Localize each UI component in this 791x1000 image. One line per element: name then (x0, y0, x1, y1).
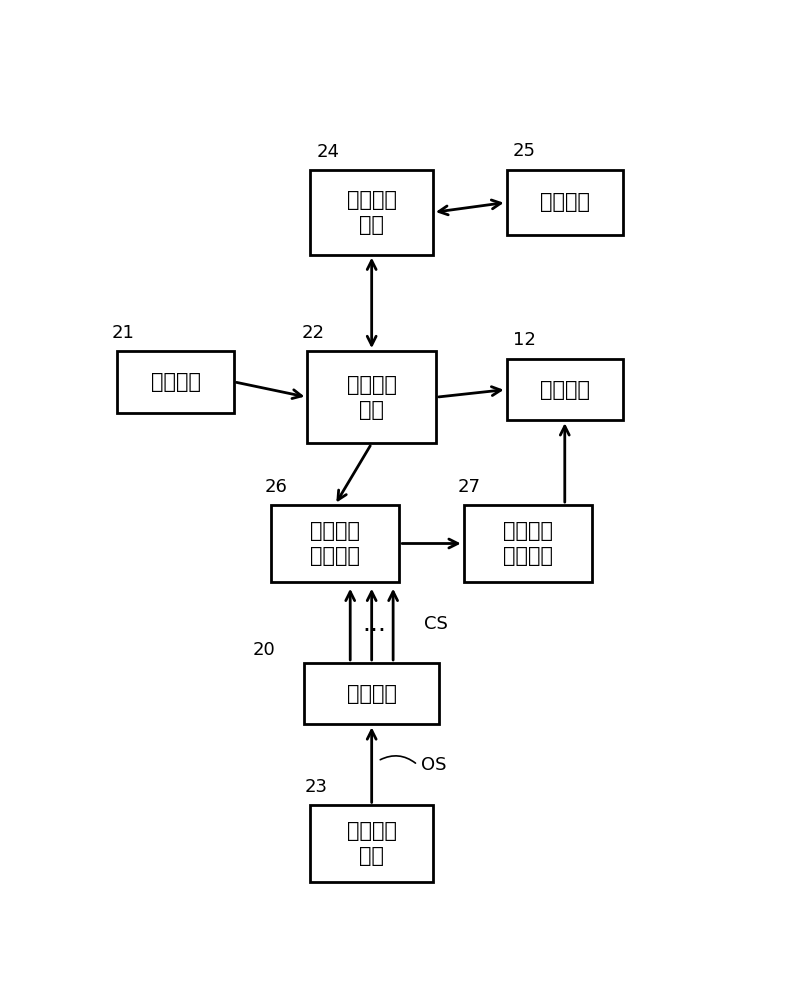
Text: 控制单元: 控制单元 (346, 684, 396, 704)
Text: 20: 20 (252, 641, 275, 659)
Text: 成像单元: 成像单元 (150, 372, 200, 392)
Text: 记录设备: 记录设备 (539, 192, 590, 212)
Bar (305, 663, 439, 724)
Text: 22: 22 (301, 324, 324, 342)
Text: 24: 24 (316, 143, 339, 161)
Text: 26: 26 (264, 478, 287, 496)
Bar (271, 505, 399, 582)
Text: 12: 12 (513, 331, 536, 349)
Text: 记录再现
单元: 记录再现 单元 (346, 190, 396, 235)
Bar (310, 805, 433, 882)
Bar (117, 351, 234, 413)
Text: ...: ... (363, 612, 387, 636)
Text: OS: OS (421, 756, 446, 774)
Text: CS: CS (424, 615, 448, 633)
Bar (464, 505, 592, 582)
Text: 显示单元: 显示单元 (539, 379, 590, 399)
Text: 辅助图像
生成单元: 辅助图像 生成单元 (310, 521, 360, 566)
Text: 25: 25 (513, 142, 536, 160)
Text: 23: 23 (305, 778, 327, 796)
Text: 21: 21 (111, 324, 134, 342)
Text: 27: 27 (457, 478, 480, 496)
Bar (310, 170, 433, 255)
Text: 输入操作
单元: 输入操作 单元 (346, 821, 396, 866)
Bar (307, 351, 436, 443)
Text: 辅助图像
处理单元: 辅助图像 处理单元 (503, 521, 553, 566)
Bar (506, 359, 623, 420)
Text: 图像处理
单元: 图像处理 单元 (346, 375, 396, 420)
Bar (506, 170, 623, 235)
